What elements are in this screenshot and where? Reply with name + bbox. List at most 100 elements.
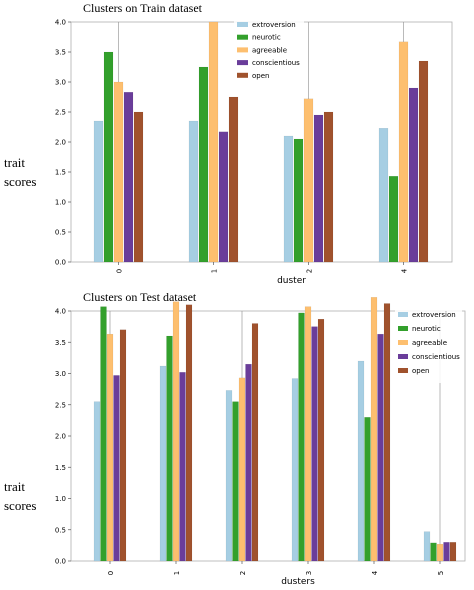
legend-swatch-conscientious (398, 354, 408, 359)
y-tick-label: 1.0 (55, 495, 66, 503)
bar-extroversion-cluster-2 (225, 390, 233, 562)
bar-open-cluster-4 (418, 60, 429, 263)
legend-label-open: open (252, 72, 269, 80)
bar-agreeable-cluster-0 (106, 333, 114, 562)
x-tick-label: 4 (401, 268, 409, 273)
x-axis-label: dusters (281, 577, 315, 587)
bar-agreeable-cluster-4 (398, 41, 409, 263)
bar-extroversion-cluster-2 (283, 135, 294, 263)
bar-conscientious-cluster-0 (113, 375, 120, 562)
legend-swatch-neurotic (237, 34, 248, 40)
bar-neurotic-cluster-4 (364, 417, 371, 562)
bar-agreeable-cluster-4 (370, 297, 378, 562)
y-tick-label: 3.0 (55, 79, 66, 87)
bar-neurotic-cluster-4 (388, 176, 399, 263)
bar-neurotic-cluster-1 (166, 335, 173, 562)
legend-label-conscientious: conscientious (412, 353, 460, 361)
y-tick-label: 2.5 (55, 401, 66, 409)
y-tick-label: 1.0 (55, 199, 66, 207)
bar-conscientious-cluster-2 (245, 363, 252, 562)
legend-swatch-conscientious (237, 60, 248, 66)
legend-label-conscientious: conscientious (252, 59, 300, 67)
bar-agreeable-cluster-1 (208, 21, 219, 263)
legend-label-neurotic: neurotic (252, 34, 281, 42)
side-label-top: trait scores (4, 153, 37, 191)
bar-agreeable-cluster-1 (172, 301, 180, 562)
bar-agreeable-cluster-0 (113, 81, 124, 263)
x-tick-label: 1 (211, 269, 219, 273)
bar-agreeable-cluster-2 (238, 377, 246, 562)
bar-agreeable-cluster-2 (303, 98, 314, 263)
y-tick-label: 4.0 (55, 19, 66, 27)
y-tick-label: 1.5 (55, 169, 66, 177)
bar-open-cluster-3 (317, 318, 325, 562)
bar-extroversion-cluster-0 (93, 401, 101, 562)
legend: extroversion neurotic agreeable conscientio… (234, 19, 304, 87)
bar-extroversion-cluster-4 (378, 128, 389, 263)
bar-open-cluster-2 (323, 111, 334, 263)
bar-extroversion-cluster-0 (93, 120, 104, 263)
legend-swatch-agreeable (398, 340, 408, 345)
x-tick-label: 2 (239, 571, 247, 575)
x-tick-label: 3 (305, 571, 313, 575)
y-tick-label: 4.0 (55, 308, 66, 316)
x-tick-label: 2 (306, 269, 314, 273)
side-label-bottom-line2: scores (4, 498, 37, 513)
bar-neurotic-cluster-5 (430, 542, 437, 562)
bar-conscientious-cluster-1 (179, 372, 186, 562)
chart-title-train: Clusters on Train dataset (83, 1, 202, 15)
bar-conscientious-cluster-5 (443, 542, 450, 562)
bar-open-cluster-0 (133, 111, 144, 263)
y-tick-label: 3.5 (55, 339, 66, 347)
side-label-top-line1: trait (4, 155, 25, 170)
legend-swatch-extroversion (237, 22, 248, 27)
y-tick-label: 0.0 (55, 259, 66, 267)
legend-swatch-agreeable (237, 47, 248, 53)
y-tick-label: 1.5 (55, 464, 66, 472)
side-label-bottom-line1: trait (4, 479, 25, 494)
side-label-bottom: trait scores (4, 477, 37, 515)
bar-open-cluster-0 (119, 329, 127, 562)
legend-label-extroversion: extroversion (252, 21, 296, 29)
bar-open-cluster-5 (449, 542, 457, 562)
y-tick-label: 0.0 (55, 558, 66, 566)
legend-label-open: open (412, 367, 429, 375)
x-tick-label: 5 (437, 571, 445, 575)
bar-neurotic-cluster-3 (298, 312, 305, 562)
x-axis-label: duster (277, 276, 306, 286)
y-tick-label: 0.5 (55, 526, 66, 534)
legend-swatch-open (398, 368, 408, 373)
bar-extroversion-cluster-4 (357, 360, 365, 562)
bar-conscientious-cluster-2 (313, 114, 324, 263)
chart-1: 0.0 0.5 1.0 1.5 2.0 2.5 3.0 3.5 4.0 0 1 2 3 4 5 dusters… (55, 297, 466, 587)
x-tick-label: 0 (116, 269, 124, 273)
y-tick-label: 2.5 (55, 109, 66, 117)
bar-open-cluster-1 (228, 96, 239, 263)
bar-agreeable-cluster-3 (304, 306, 312, 562)
legend-swatch-neurotic (398, 326, 408, 331)
y-tick-label: 0.5 (55, 229, 66, 237)
bar-agreeable-cluster-5 (436, 543, 444, 562)
chart-title-test: Clusters on Test dataset (83, 290, 197, 304)
x-tick-label: 1 (173, 571, 181, 575)
bar-neurotic-cluster-1 (198, 66, 209, 263)
bar-extroversion-cluster-5 (423, 531, 431, 562)
bar-open-cluster-2 (251, 323, 259, 562)
bar-conscientious-cluster-3 (311, 326, 318, 562)
bar-neurotic-cluster-2 (293, 138, 304, 263)
y-tick-label: 3.5 (55, 49, 66, 57)
bar-conscientious-cluster-0 (123, 92, 134, 263)
legend-label-neurotic: neurotic (412, 325, 441, 333)
y-tick-label: 3.0 (55, 370, 66, 378)
y-tick-label: 2.0 (55, 139, 66, 147)
bar-neurotic-cluster-0 (100, 306, 107, 562)
bar-neurotic-cluster-2 (232, 401, 239, 562)
bar-extroversion-cluster-3 (291, 378, 299, 562)
legend-swatch-open (237, 72, 248, 78)
bar-open-cluster-4 (383, 303, 391, 562)
chart-0: 0.0 0.5 1.0 1.5 2.0 2.5 3.0 3.5 4.0 0 1 2 4 duster ext… (55, 19, 453, 286)
x-tick-label: 4 (371, 570, 379, 575)
bar-conscientious-cluster-1 (218, 131, 229, 263)
legend-label-extroversion: extroversion (412, 311, 456, 319)
bar-neurotic-cluster-0 (103, 51, 114, 263)
